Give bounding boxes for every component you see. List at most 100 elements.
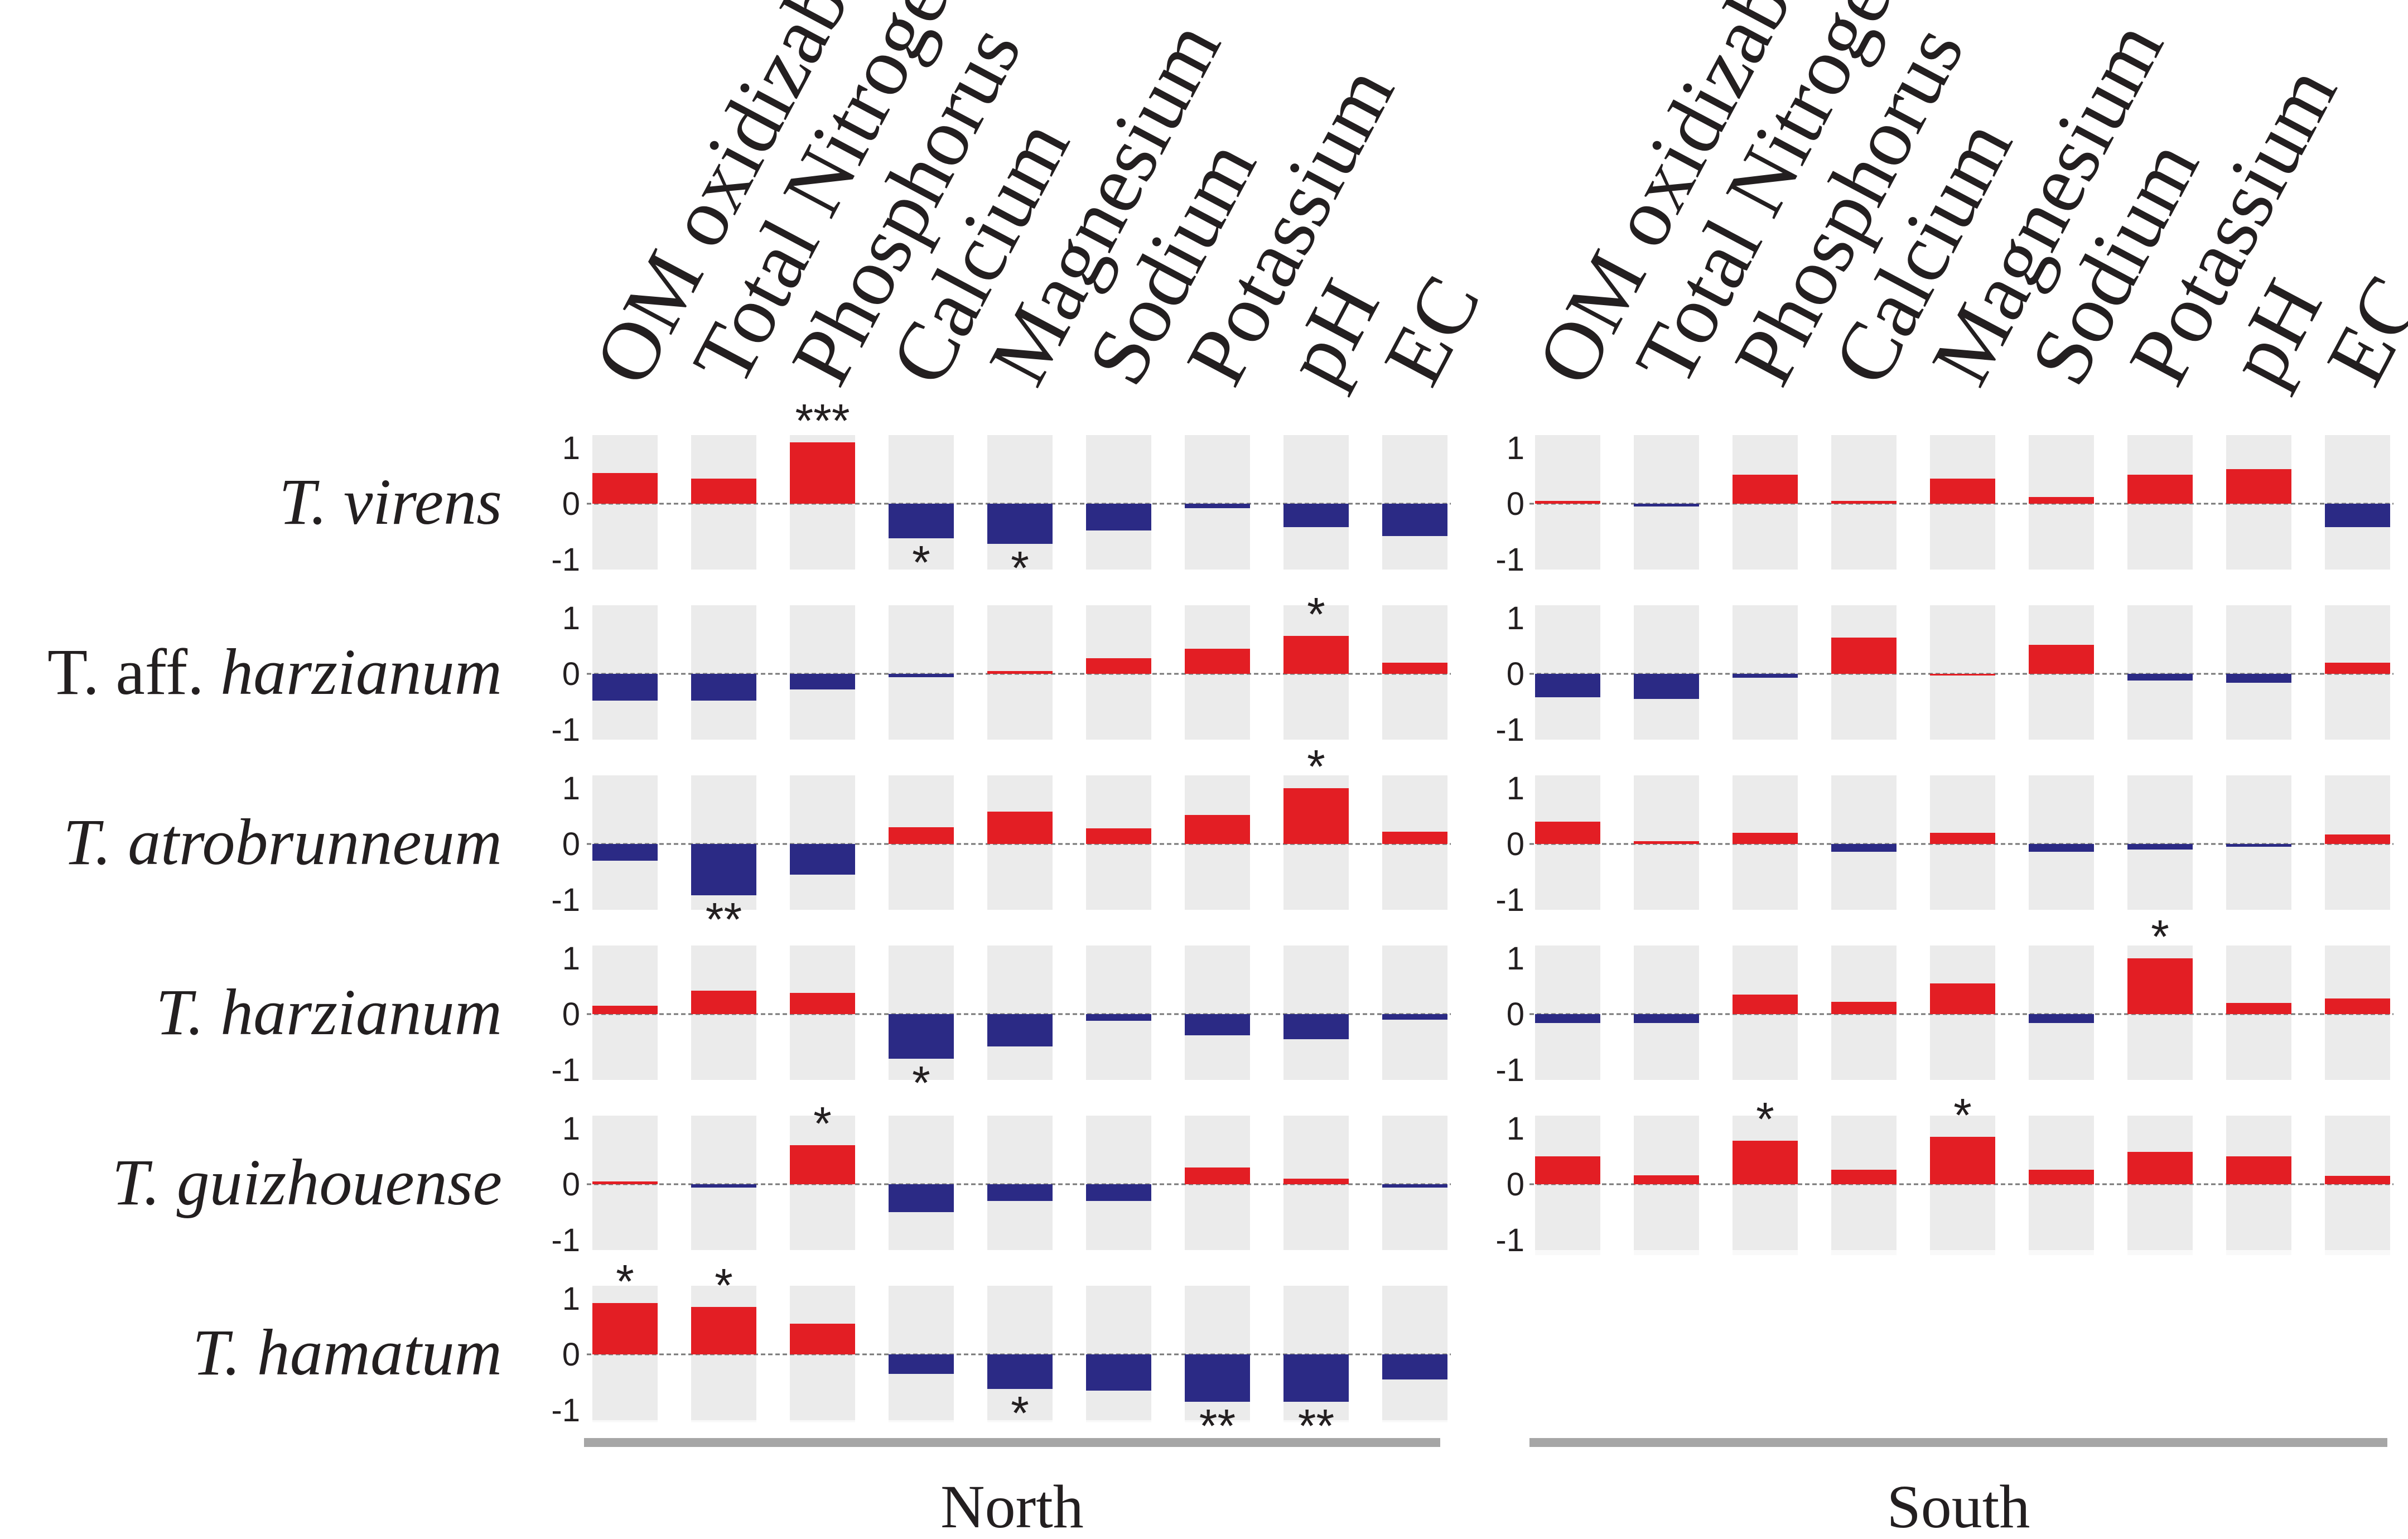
- cell-background: [1185, 435, 1250, 570]
- bar: [790, 442, 855, 504]
- cell-background: [1086, 1116, 1151, 1250]
- bar: [889, 1354, 954, 1374]
- cell-background: [2029, 775, 2094, 910]
- species-label-prefix: T. aff.: [47, 635, 220, 708]
- y-tick-label: -1: [551, 1222, 580, 1258]
- y-tick-label: 1: [1507, 600, 1524, 636]
- region-labels: North South: [584, 1438, 2387, 1539]
- significance-star: *: [1953, 1089, 1972, 1141]
- bar: [2127, 844, 2193, 850]
- y-tick-label: 1: [1507, 430, 1524, 466]
- bar: [1831, 1170, 1897, 1184]
- bar: [1733, 475, 1798, 504]
- cell-background: [1733, 605, 1798, 740]
- significance-star: *: [1011, 1387, 1029, 1439]
- column-fade: [889, 1420, 954, 1422]
- y-tick-label: -1: [1495, 712, 1524, 748]
- bar: [2029, 844, 2094, 852]
- y-tick-label: -1: [551, 1392, 580, 1429]
- y-tick-label: 1: [562, 1111, 580, 1147]
- bar: [1185, 1354, 1250, 1402]
- column-fade: [1634, 1250, 1699, 1255]
- column-fade: [2325, 1250, 2390, 1255]
- column-fade: [1283, 1420, 1349, 1422]
- bar: [2226, 844, 2291, 847]
- y-tick-label: 0: [1507, 826, 1524, 862]
- cell-background: [1382, 435, 1447, 570]
- bar: [2325, 834, 2390, 844]
- bar: [889, 1184, 954, 1212]
- cell-background: [889, 605, 954, 740]
- bar: [790, 993, 855, 1014]
- y-tick-label: -1: [1495, 542, 1524, 578]
- cell-background: [1634, 945, 1699, 1080]
- cell-background: [691, 605, 756, 740]
- y-tick-label: -1: [551, 542, 580, 578]
- bar: [1283, 1179, 1349, 1184]
- bar: [987, 504, 1053, 544]
- region-label: South: [1887, 1473, 2030, 1539]
- bar: [691, 1184, 756, 1188]
- cell-background: [1634, 435, 1699, 570]
- bar: [1185, 815, 1250, 844]
- bar: [1930, 833, 1995, 844]
- cell-background: [2127, 605, 2193, 740]
- bar: [987, 812, 1053, 844]
- cell-background: [1930, 605, 1995, 740]
- bar: [1733, 674, 1798, 678]
- cell-background: [1283, 945, 1349, 1080]
- cell-backgrounds: [592, 435, 2390, 1422]
- cell-background: [889, 1116, 954, 1250]
- cell-background: [2127, 775, 2193, 910]
- species-label-name: T. hamatum: [192, 1316, 502, 1389]
- bar: [1831, 501, 1897, 504]
- bar: [1086, 1184, 1151, 1201]
- bar: [2226, 1156, 2291, 1184]
- species-label: T. harzianum: [156, 976, 502, 1049]
- y-tick-label: 0: [562, 656, 580, 692]
- species-label: T. aff. harzianum: [47, 635, 502, 708]
- column-fade: [987, 1420, 1053, 1422]
- species-label: T. guizhouense: [112, 1146, 502, 1219]
- cell-background: [1283, 435, 1349, 570]
- bar: [691, 1307, 756, 1354]
- species-label-name: T. guizhouense: [112, 1146, 502, 1219]
- bar: [1382, 663, 1447, 674]
- bar: [2127, 1152, 2193, 1184]
- cell-background: [987, 1116, 1053, 1250]
- bar: [1831, 1002, 1897, 1014]
- cell-background: [790, 605, 855, 740]
- significance-star: *: [715, 1259, 733, 1311]
- cell-background: [1382, 1116, 1447, 1250]
- significance-star: *: [813, 1097, 832, 1150]
- bar: [2325, 998, 2390, 1014]
- cell-background: [1086, 1286, 1151, 1420]
- bar: [2127, 674, 2193, 681]
- y-tick-label: -1: [551, 712, 580, 748]
- y-tick-label: 1: [562, 770, 580, 807]
- significance-star: ***: [795, 394, 850, 447]
- y-tick-label: 1: [562, 940, 580, 977]
- bar: [691, 991, 756, 1014]
- y-tick-label: 0: [562, 826, 580, 862]
- bar: [790, 1324, 855, 1354]
- bar: [1086, 658, 1151, 674]
- significance-star: *: [616, 1255, 634, 1308]
- column-fade: [1086, 1420, 1151, 1422]
- cell-background: [1382, 945, 1447, 1080]
- y-tick-label: 0: [1507, 996, 1524, 1033]
- bar: [1930, 1137, 1995, 1184]
- bars: [592, 442, 2390, 1402]
- column-fade: [790, 1420, 855, 1422]
- cell-background: [2226, 605, 2291, 740]
- column-fade: [2029, 1250, 2094, 1255]
- bar: [1382, 1354, 1447, 1379]
- bar: [1283, 636, 1349, 674]
- y-tick-label: -1: [551, 882, 580, 918]
- bar: [790, 674, 855, 689]
- bar: [2029, 645, 2094, 674]
- zero-baselines: [587, 503, 2393, 1355]
- bar: [592, 1006, 658, 1014]
- y-tick-label: 0: [1507, 656, 1524, 692]
